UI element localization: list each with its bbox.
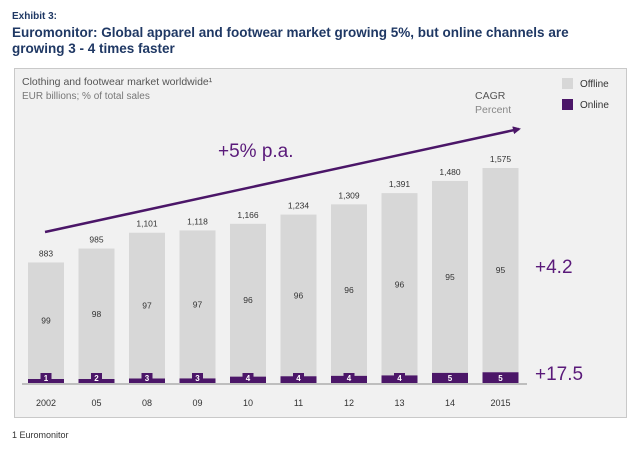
offline-pct-label-05: 98 xyxy=(92,309,102,319)
x-tick-label-2015: 2015 xyxy=(490,398,510,408)
chart: Clothing and footwear market worldwide¹ … xyxy=(0,0,640,450)
bars-group: 883 99 1 2002 985 98 2 05 1,101 97 3 08 1,118 97 3 09 1,… xyxy=(28,154,519,408)
total-label-12: 1,309 xyxy=(338,190,360,200)
total-label-05: 985 xyxy=(89,235,103,245)
online-pct-label-14: 5 xyxy=(448,374,453,383)
online-pct-label-10: 4 xyxy=(246,374,251,383)
x-tick-label-14: 14 xyxy=(445,398,455,408)
legend-offline-label: Offline xyxy=(580,79,609,90)
x-tick-label-13: 13 xyxy=(394,398,404,408)
total-label-10: 1,166 xyxy=(237,210,259,220)
offline-pct-label-12: 96 xyxy=(344,285,354,295)
x-tick-label-11: 11 xyxy=(294,398,303,408)
total-label-14: 1,480 xyxy=(439,167,461,177)
offline-pct-label-08: 97 xyxy=(142,301,152,311)
chart-subtitle: EUR billions; % of total sales xyxy=(22,91,150,102)
legend-online-label: Online xyxy=(580,100,609,111)
online-pct-label-2002: 1 xyxy=(44,374,49,383)
x-tick-label-09: 09 xyxy=(192,398,202,408)
x-tick-label-05: 05 xyxy=(91,398,101,408)
x-tick-label-10: 10 xyxy=(243,398,253,408)
online-pct-label-12: 4 xyxy=(347,374,352,383)
cagr-heading: CAGR xyxy=(475,90,506,102)
offline-pct-label-2002: 99 xyxy=(41,316,51,326)
online-pct-label-08: 3 xyxy=(145,374,150,383)
cagr-subheading: Percent xyxy=(475,104,511,116)
total-label-09: 1,118 xyxy=(187,216,208,226)
x-tick-label-12: 12 xyxy=(344,398,354,408)
offline-pct-label-2015: 95 xyxy=(496,265,506,275)
online-pct-label-05: 2 xyxy=(94,374,99,383)
footnote: 1 Euromonitor xyxy=(12,430,69,440)
total-label-11: 1,234 xyxy=(288,201,310,211)
total-label-08: 1,101 xyxy=(136,219,158,229)
legend-online-swatch xyxy=(562,99,573,110)
cagr-online-value: +17.5 xyxy=(535,364,583,385)
growth-annotation: +5% p.a. xyxy=(218,141,294,162)
x-tick-label-2002: 2002 xyxy=(36,398,56,408)
offline-pct-label-11: 96 xyxy=(294,290,304,300)
offline-pct-label-13: 96 xyxy=(395,279,405,289)
offline-pct-label-10: 96 xyxy=(243,295,253,305)
legend-offline-swatch xyxy=(562,78,573,89)
offline-pct-label-09: 97 xyxy=(193,299,203,309)
cagr-offline-value: +4.2 xyxy=(535,257,573,278)
online-pct-label-09: 3 xyxy=(195,374,200,383)
online-pct-label-13: 4 xyxy=(397,374,402,383)
x-tick-label-08: 08 xyxy=(142,398,152,408)
total-label-13: 1,391 xyxy=(389,179,411,189)
total-label-2015: 1,575 xyxy=(490,154,512,164)
offline-pct-label-14: 95 xyxy=(445,272,455,282)
chart-title: Clothing and footwear market worldwide¹ xyxy=(22,76,213,88)
online-pct-label-2015: 5 xyxy=(498,374,503,383)
online-pct-label-11: 4 xyxy=(296,374,301,383)
total-label-2002: 883 xyxy=(39,248,53,258)
